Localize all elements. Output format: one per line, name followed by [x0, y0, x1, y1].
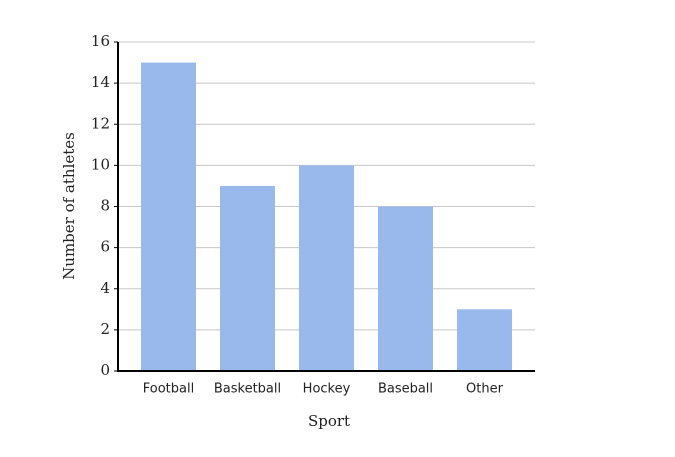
y-axis-label: Number of athletes — [60, 132, 78, 280]
x-tick-label: Baseball — [378, 382, 433, 397]
bar — [378, 206, 433, 371]
bar — [299, 165, 354, 371]
x-tick-label: Hockey — [303, 382, 351, 397]
y-tick-label: 2 — [100, 320, 110, 338]
y-tick-label: 10 — [91, 155, 110, 173]
x-tick-label: Basketball — [214, 382, 281, 397]
y-tick-label: 16 — [91, 32, 110, 50]
y-tick-label: 12 — [91, 114, 110, 132]
y-tick-label: 0 — [100, 361, 110, 379]
y-tick-label: 8 — [100, 197, 110, 215]
bar — [220, 185, 275, 371]
x-tick-label: Other — [466, 382, 504, 397]
y-tick-label: 6 — [100, 238, 110, 256]
x-axis-label: Sport — [308, 412, 350, 430]
bar — [141, 62, 196, 371]
bar — [457, 309, 512, 371]
x-tick-label: Football — [143, 382, 194, 397]
y-tick-label: 4 — [100, 279, 110, 297]
y-tick-label: 14 — [91, 73, 110, 91]
